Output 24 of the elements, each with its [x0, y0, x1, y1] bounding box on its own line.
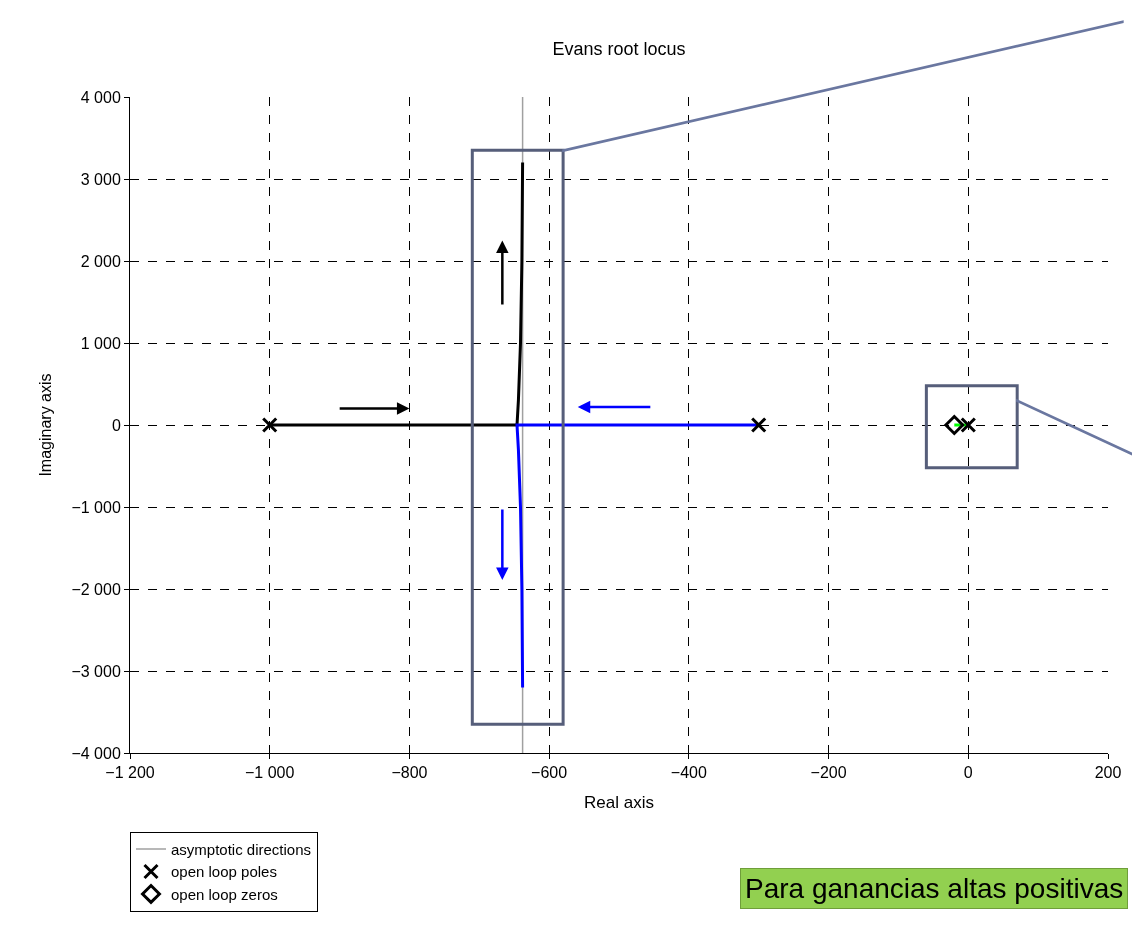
legend-label: asymptotic directions — [171, 840, 312, 858]
x-tick-label: −1 000 — [245, 764, 295, 782]
y-tick-label: −1 000 — [71, 498, 121, 516]
x-tick-label: 200 — [1094, 764, 1122, 782]
x-tick-label: −600 — [531, 764, 568, 782]
x-tick-label: −1 200 — [105, 764, 155, 782]
y-tick-label: 0 — [111, 416, 121, 434]
y-tick-label: −2 000 — [71, 580, 121, 598]
legend-label: open loop zeros — [171, 885, 278, 903]
y-tick-label: −4 000 — [71, 744, 121, 762]
x-tick-label: 0 — [963, 764, 973, 782]
x-tick-label: −200 — [810, 764, 847, 782]
x-axis-title: Real axis — [584, 792, 654, 812]
y-axis-title: Imaginary axis — [37, 373, 55, 477]
x-tick-label: −800 — [391, 764, 428, 782]
text: Para ganancias altas positivas — [745, 873, 1124, 904]
y-tick-label: 1 000 — [80, 334, 121, 352]
legend-label: open loop poles — [171, 863, 277, 881]
y-tick-label: 4 000 — [80, 88, 121, 106]
x-tick-label: −400 — [670, 764, 707, 782]
y-tick-label: 2 000 — [80, 252, 121, 270]
y-tick-label: 3 000 — [80, 170, 121, 188]
chart-title: Evans root locus — [552, 38, 686, 59]
y-tick-label: −3 000 — [71, 662, 121, 680]
